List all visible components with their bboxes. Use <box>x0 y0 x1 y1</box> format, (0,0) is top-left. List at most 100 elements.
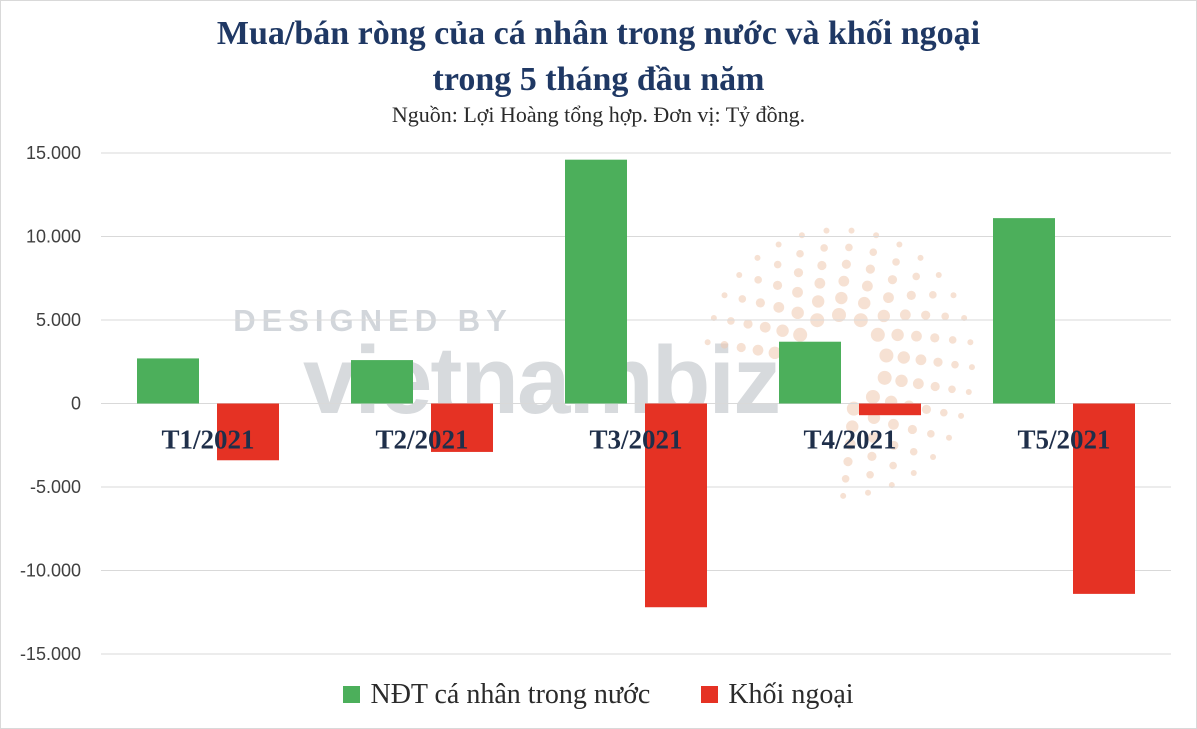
watermark-dot <box>967 339 974 346</box>
gridlines <box>101 152 1171 655</box>
y-tick-label: 5.000 <box>36 310 81 330</box>
watermark-dot <box>951 360 959 369</box>
watermark-dot <box>897 351 910 364</box>
watermark-dot <box>930 454 937 461</box>
watermark-dot <box>906 290 916 300</box>
watermark-dot <box>743 319 753 329</box>
watermark-dot <box>929 291 937 299</box>
watermark-dot <box>896 241 903 248</box>
watermark-dot <box>930 381 940 392</box>
watermark-dot <box>823 227 830 234</box>
y-tick-label: 10.000 <box>26 227 81 247</box>
bar-domestic <box>993 218 1055 404</box>
watermark-dot <box>846 420 859 433</box>
watermark-dot <box>870 327 885 342</box>
watermark-dot <box>867 451 877 461</box>
bar-foreign <box>645 403 707 608</box>
chart-title: Mua/bán ròng của cá nhân trong nước và k… <box>1 11 1196 103</box>
watermark-dot <box>933 357 943 367</box>
legend-swatch-foreign <box>701 685 719 703</box>
watermark-dot <box>867 432 879 443</box>
watermark-dot <box>958 412 965 419</box>
bar-foreign <box>859 403 921 416</box>
watermark-dot <box>845 243 853 252</box>
y-tick-label: -5.000 <box>30 477 81 497</box>
watermark-dot <box>917 254 924 261</box>
watermark-dot <box>710 314 717 321</box>
watermark-dot <box>814 277 826 289</box>
watermark-dot <box>873 232 880 239</box>
chart-title-line1: Mua/bán ròng của cá nhân trong nước và k… <box>216 15 981 52</box>
watermark-dot <box>888 418 899 430</box>
watermark-dot <box>776 324 789 337</box>
y-tick-label: -10.000 <box>20 561 81 581</box>
watermark-dot <box>736 342 746 353</box>
x-category-label: T2/2021 <box>375 425 468 455</box>
legend-item-domestic: NĐT cá nhân trong nước <box>343 679 650 711</box>
watermark-dot <box>752 344 764 356</box>
watermark-dot <box>935 272 942 279</box>
bar-foreign <box>431 403 493 452</box>
bars <box>137 159 1135 608</box>
watermark-dot <box>861 280 873 292</box>
watermark-dot <box>848 227 855 234</box>
chart-title-line2: trong 5 tháng đầu năm <box>432 61 765 98</box>
watermark-dot <box>892 258 900 266</box>
watermark-dot <box>835 291 848 305</box>
watermark-dot <box>940 408 948 417</box>
x-category-label: T3/2021 <box>589 425 682 455</box>
bar-domestic <box>565 159 627 404</box>
y-tick-label: -15.000 <box>20 644 81 664</box>
x-category-label: T5/2021 <box>1017 425 1110 455</box>
chart-subtitle: Nguồn: Lợi Hoàng tổng hợp. Đơn vị: Tỷ đồ… <box>391 102 806 127</box>
watermark-dot <box>791 306 804 320</box>
watermark-dot <box>961 314 968 321</box>
watermark-dot <box>921 310 931 320</box>
watermark-dot <box>773 301 785 313</box>
watermark-dot <box>965 389 972 396</box>
bar-domestic <box>137 358 199 404</box>
watermark-dot <box>793 327 808 342</box>
watermark-dot <box>865 389 880 404</box>
legend-item-foreign: Khối ngoại <box>701 679 854 711</box>
watermark-dot <box>792 286 803 298</box>
watermark-dot <box>915 354 927 366</box>
watermark-dot <box>759 321 771 333</box>
watermark-dot <box>755 298 765 308</box>
watermark-dot <box>895 374 908 388</box>
bar-foreign <box>1073 403 1135 594</box>
watermark-dot <box>817 260 827 271</box>
watermark-dot <box>773 260 782 269</box>
watermark-dot <box>911 330 922 342</box>
y-tick-label: 0 <box>71 394 81 414</box>
watermark-dot <box>883 292 894 304</box>
watermark-dot <box>865 264 875 274</box>
watermark-dot <box>811 295 825 308</box>
watermark-dot <box>832 308 846 322</box>
watermark-dot <box>899 309 911 321</box>
watermark-dot <box>877 309 891 323</box>
watermark-dot <box>727 317 735 325</box>
watermark-dot <box>820 244 828 252</box>
watermark-dot <box>887 275 898 285</box>
watermark-dot <box>889 440 899 451</box>
watermark-dot <box>846 401 861 416</box>
watermark-dot <box>720 341 729 349</box>
watermark-dot <box>968 364 975 371</box>
watermark-dot <box>796 249 804 258</box>
watermark-dot <box>798 232 805 239</box>
watermark-dot <box>948 336 957 344</box>
watermark-dot <box>754 254 761 261</box>
watermark-dot <box>793 268 804 278</box>
watermark-dot <box>768 346 782 360</box>
y-tick-label: 15.000 <box>26 143 81 163</box>
watermark-dot <box>948 385 956 394</box>
watermark-dot <box>941 312 949 321</box>
watermark-dot <box>865 489 872 496</box>
watermark-dot <box>866 470 874 479</box>
x-axis-categories: T1/2021 T2/2021 T3/2021 T4/2021 T5/2021 <box>161 425 1110 455</box>
watermark-dot <box>907 424 917 435</box>
watermark-dot <box>838 275 850 287</box>
x-category-label: T4/2021 <box>803 425 896 455</box>
